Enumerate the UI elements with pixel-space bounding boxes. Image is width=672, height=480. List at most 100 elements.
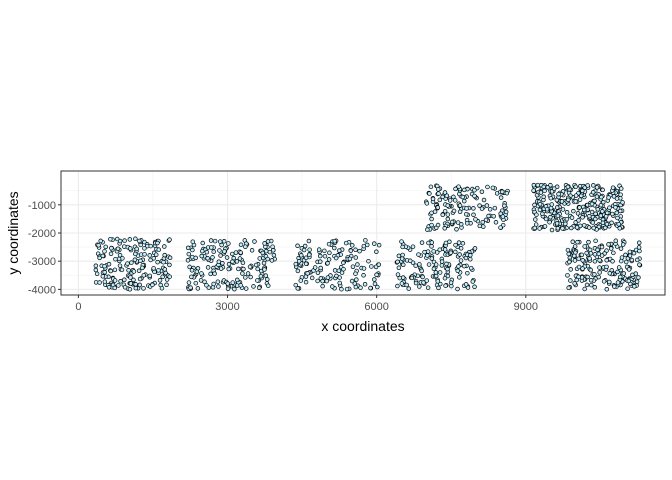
data-point [155,259,160,265]
data-point [141,286,146,291]
data-point [267,249,273,255]
data-point [334,273,339,279]
data-point [460,194,466,200]
data-point [225,286,231,291]
data-point [554,221,560,226]
data-point [487,207,493,212]
data-point [503,209,509,215]
data-point [451,208,457,214]
data-point [573,193,579,198]
data-point [576,274,581,280]
data-point [262,267,267,272]
x-tick-label: 9000 [514,301,538,313]
data-point [333,255,339,261]
data-point [439,259,445,264]
data-point [468,253,473,258]
data-point [443,283,448,288]
data-point [249,248,255,253]
data-point [463,211,469,217]
data-point [458,246,464,251]
data-point [572,244,578,249]
data-point [440,212,445,218]
data-point [571,208,576,214]
data-point [147,253,152,258]
data-point [265,283,271,288]
data-point [606,195,611,200]
data-point [463,282,469,287]
data-point [109,245,114,251]
data-point [444,261,449,267]
data-point [419,240,425,245]
data-point [204,249,210,255]
data-point [448,280,454,285]
data-point [440,194,445,200]
data-point [455,286,460,292]
data-point [108,236,113,242]
data-point [132,257,138,262]
data-point [299,253,304,258]
data-point [445,266,450,272]
data-point [480,219,486,225]
data-point [560,226,565,231]
data-point [576,256,581,261]
data-point [472,193,477,199]
data-point [93,263,99,269]
data-point [212,238,218,244]
y-tick-label: -1000 [28,200,56,212]
data-point [409,275,415,281]
data-point [491,213,496,219]
data-point [147,273,153,279]
x-tick-label: 6000 [364,301,388,313]
data-point [365,242,370,248]
data-point [616,265,622,270]
data-point [592,252,598,257]
data-point [127,237,133,242]
data-point [218,253,223,258]
data-point [612,284,617,289]
data-point [436,285,441,291]
data-point [473,217,478,222]
data-point [632,284,637,289]
data-point [547,219,552,225]
data-point [457,203,463,208]
data-point [603,225,608,231]
data-point [590,220,595,225]
data-point [594,185,600,190]
data-point [576,264,582,270]
data-point [339,286,344,292]
data-point [573,220,578,225]
data-point [620,242,626,247]
data-point [195,286,201,291]
data-point [610,185,616,190]
data-point [353,271,358,276]
data-point [271,252,277,258]
data-point [133,236,138,242]
data-point [97,255,102,261]
data-point [102,279,108,284]
data-point [532,225,538,231]
data-point [341,266,346,272]
data-point [102,269,107,275]
data-point [400,244,405,250]
data-point [216,259,222,265]
data-point [590,190,596,195]
data-point [445,212,451,217]
data-point [435,222,441,228]
data-point [637,248,642,254]
data-point [541,184,546,190]
data-point [102,249,107,254]
data-point [251,284,256,289]
data-point [580,258,585,263]
data-point [500,214,506,219]
data-point [396,265,402,271]
data-point [618,192,623,197]
data-point [349,278,355,284]
data-point [295,268,301,274]
data-point [559,199,565,204]
data-point [211,281,216,287]
data-point [258,273,264,279]
data-point [327,250,332,256]
data-point [164,282,169,287]
data-point [485,184,490,190]
data-point [353,284,359,290]
